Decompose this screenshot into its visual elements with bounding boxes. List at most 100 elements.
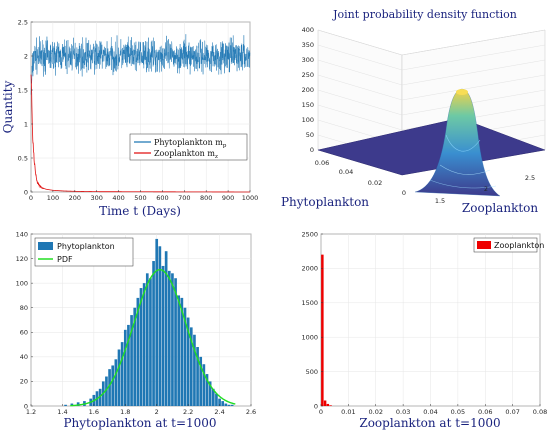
- phyto-hist-panel: 1.2 1.4 1.6 1.8 2 2.2 2.4 2.6 0 20 40 60 80 100 120 140…: [16, 230, 257, 430]
- timeseries-xtick-label-4: 400: [112, 194, 124, 202]
- timeseries-panel: 0 100 200 300 400 500 600 700 800 900 1000 0 0.5 1 1.5…: [1, 18, 258, 218]
- phyto-hist-xtick-label-0: 1.2: [26, 408, 36, 416]
- phyto-hist-legend: Phytoplankton PDF: [34, 237, 134, 267]
- zoo-hist-xtick-label-1: 0.01: [341, 408, 355, 416]
- phyto-hist-xtick-label-6: 2.4: [214, 408, 224, 416]
- zaxis-tick-label-8: 400: [302, 26, 314, 34]
- phyto-hist-bar: [227, 404, 231, 406]
- yaxis-tick-label-1: 0.02: [368, 179, 382, 187]
- wall-grid-left-4: [317, 89, 403, 116]
- phyto-hist-bar: [186, 317, 190, 406]
- timeseries-ytick-label-5: 2.5: [18, 18, 28, 26]
- phyto-hist-bar: [136, 297, 140, 406]
- phyto-hist-bar: [174, 278, 177, 406]
- legend-swatch-zoo-hist: [477, 241, 491, 249]
- legend-label-phytoplankton-sub: p: [223, 143, 227, 149]
- joint-pdf-peak-ridge-3: [429, 179, 497, 189]
- zoo-hist-bar: [323, 400, 327, 406]
- timeseries-xtick-label-9: 900: [222, 194, 234, 202]
- wall-grid-left-7: [317, 44, 403, 71]
- timeseries-ytick-label-2: 1: [24, 120, 28, 128]
- timeseries-xtick-label-3: 300: [90, 194, 102, 202]
- zoo-hist-ytick-label-4: 2000: [301, 265, 318, 273]
- phyto-hist-bar: [167, 270, 171, 406]
- zoo-hist-xtick-label-7: 0.07: [505, 408, 519, 416]
- phyto-hist-bar: [177, 295, 181, 406]
- phyto-hist-xtick-label-7: 2.6: [246, 408, 256, 416]
- wall-grid-right-6: [401, 59, 546, 86]
- wall-grid-left-3: [317, 104, 403, 131]
- legend-label-pdf: PDF: [57, 255, 73, 264]
- zoo-hist-xlabel: Zooplankton at t=1000: [359, 416, 500, 430]
- timeseries-xtick-label-6: 600: [156, 194, 168, 202]
- wall-grid-right-7: [401, 44, 546, 71]
- phyto-hist-bar: [164, 251, 168, 406]
- phyto-hist-bar: [149, 278, 152, 406]
- phyto-hist-xtick-label-5: 2.2: [183, 408, 193, 416]
- legend-label-zooplankton-sub: z: [215, 154, 218, 160]
- timeseries-xtick-label-7: 700: [178, 194, 190, 202]
- phyto-hist-bar: [230, 404, 234, 406]
- phyto-hist-bar: [105, 376, 108, 406]
- phyto-hist-bar: [123, 329, 127, 406]
- zoo-hist-xtick-label-8: 0.08: [533, 408, 547, 416]
- phytoplankton-series-line: [30, 34, 251, 95]
- joint-pdf-peak-cap: [456, 89, 468, 95]
- phyto-hist-xtick-label-1: 1.4: [57, 408, 67, 416]
- phyto-hist-xtick-label-2: 1.6: [89, 408, 99, 416]
- wall-grid-right-8: [401, 29, 546, 56]
- zaxis-tick-label-3: 150: [302, 101, 314, 109]
- legend-label-zooplankton-text: Zooplankton m: [154, 149, 215, 158]
- timeseries-legend-box: [129, 133, 248, 161]
- timeseries-xlabel: Time t (Days): [99, 204, 181, 218]
- zoo-hist-ytick-label-2: 1000: [301, 334, 318, 342]
- timeseries-xtick-label-2: 200: [69, 194, 81, 202]
- phyto-hist-bar: [76, 402, 80, 406]
- pdf-curve: [70, 268, 236, 407]
- phyto-hist-bar: [193, 334, 196, 406]
- phyto-hist-bar: [196, 347, 199, 406]
- phyto-hist-bar: [221, 401, 225, 406]
- phyto-hist-bar: [142, 283, 146, 406]
- phyto-hist-bar: [199, 356, 203, 406]
- phyto-hist-bar: [224, 403, 228, 406]
- joint-pdf-peak-ridge: [445, 134, 481, 152]
- phyto-hist-bar: [211, 388, 215, 406]
- zoo-hist-bar: [321, 254, 324, 406]
- phyto-hist-bar: [155, 238, 159, 406]
- legend-swatch-phyto-hist: [38, 242, 53, 250]
- zaxis-tick-label-0: 0: [310, 146, 314, 154]
- phyto-hist-bar: [117, 349, 121, 406]
- phyto-hist-xtick-label-3: 1.8: [120, 408, 130, 416]
- zoo-hist-bar: [329, 405, 332, 406]
- phyto-hist-ytick-label-3: 60: [20, 329, 28, 337]
- phyto-hist-bar: [139, 288, 143, 406]
- joint-pdf-ylabel: Phytoplankton: [281, 195, 369, 209]
- zoo-hist-xtick-label-3: 0.03: [396, 408, 410, 416]
- timeseries-ytick-label-1: 0.5: [18, 154, 28, 162]
- phyto-hist-ytick-label-4: 80: [20, 304, 28, 312]
- wall-grid-right-5: [401, 74, 546, 101]
- phyto-hist-bar: [133, 307, 137, 406]
- wall-grid-left-5: [317, 74, 403, 101]
- joint-pdf-surface: [414, 88, 501, 197]
- phyto-hist-bar: [161, 265, 165, 406]
- legend-label-zooplankton: Zooplankton mz: [154, 149, 218, 160]
- zoo-hist-xtick-label-0: 0: [319, 408, 323, 416]
- zoo-hist-ytick-label-0: 0: [314, 402, 318, 410]
- phyto-hist-bar: [180, 297, 184, 406]
- phyto-hist-ytick-label-6: 120: [16, 255, 28, 263]
- timeseries-xtick-label-8: 800: [200, 194, 212, 202]
- phyto-hist-ytick-label-0: 0: [24, 402, 28, 410]
- zaxis-tick-label-7: 350: [302, 41, 314, 49]
- yaxis-tick-label-3: 0.06: [315, 159, 329, 167]
- phyto-hist-bar: [152, 261, 155, 406]
- phyto-hist-bar: [98, 388, 102, 406]
- zaxis-tick-label-6: 300: [302, 56, 314, 64]
- phyto-hist-xlabel: Phytoplankton at t=1000: [63, 416, 216, 430]
- phyto-hist-ytick-label-5: 100: [16, 279, 28, 287]
- timeseries-xtick-label-1: 100: [47, 194, 59, 202]
- zoo-hist-ytick-label-3: 1500: [301, 299, 318, 307]
- zoo-hist-xtick-label-5: 0.05: [451, 408, 465, 416]
